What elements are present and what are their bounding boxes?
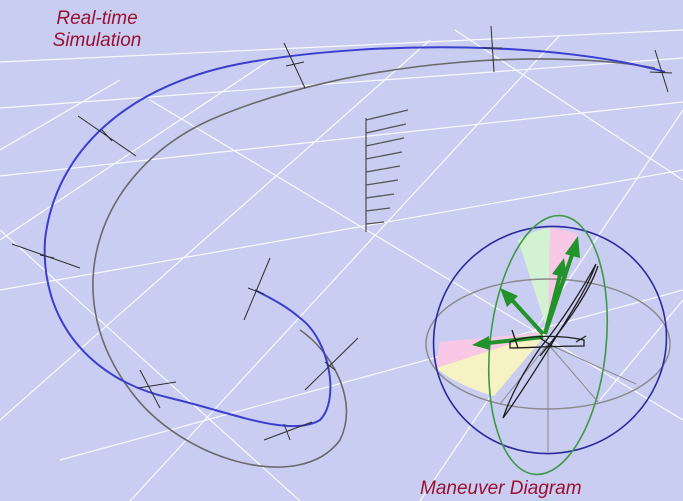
maneuver-diagram-label: Maneuver Diagram [420,478,582,499]
aircraft-marker [484,25,502,73]
simulation-title: Real-time Simulation [22,8,172,52]
aircraft-marker [304,337,359,391]
aircraft-marker [649,49,673,93]
wind-profile [365,109,409,232]
aircraft-marker [11,243,81,269]
aircraft-marker [243,257,271,321]
ground-grid [0,29,683,501]
aircraft-marker [283,42,306,89]
force-arrows [472,236,580,350]
maneuver-diagram [425,214,671,476]
aircraft-marker [77,115,137,157]
flight-trajectory [43,46,666,428]
simulation-title-line1: Real-time [56,8,138,29]
ground-track [92,58,656,468]
aircraft-model [502,263,599,419]
aircraft-markers [11,25,673,441]
aircraft-marker [263,421,313,441]
simulation-title-line2: Simulation [52,30,142,51]
pitch-ring [487,214,609,476]
aircraft-marker [137,369,177,409]
roll-ring [432,225,668,455]
